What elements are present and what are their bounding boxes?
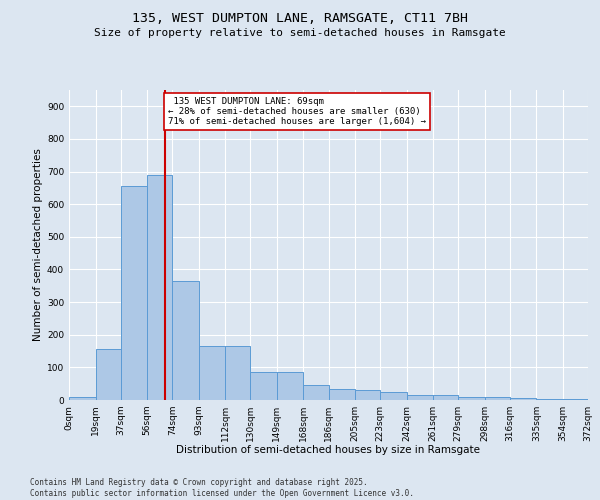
Bar bbox=[250, 372, 277, 400]
Bar bbox=[433, 395, 458, 400]
Y-axis label: Number of semi-detached properties: Number of semi-detached properties bbox=[33, 148, 43, 342]
Text: Size of property relative to semi-detached houses in Ramsgate: Size of property relative to semi-detach… bbox=[94, 28, 506, 38]
Bar bbox=[407, 395, 433, 400]
X-axis label: Distribution of semi-detached houses by size in Ramsgate: Distribution of semi-detached houses by … bbox=[176, 446, 481, 456]
Bar bbox=[355, 390, 380, 400]
Bar bbox=[277, 372, 304, 400]
Bar bbox=[147, 175, 172, 400]
Bar bbox=[121, 186, 147, 400]
Bar bbox=[95, 350, 121, 400]
Bar bbox=[458, 396, 485, 400]
Bar bbox=[69, 396, 95, 400]
Bar bbox=[199, 346, 225, 400]
Bar bbox=[304, 386, 329, 400]
Bar bbox=[172, 281, 199, 400]
Bar bbox=[536, 399, 563, 400]
Text: 135, WEST DUMPTON LANE, RAMSGATE, CT11 7BH: 135, WEST DUMPTON LANE, RAMSGATE, CT11 7… bbox=[132, 12, 468, 26]
Bar bbox=[380, 392, 407, 400]
Text: Contains HM Land Registry data © Crown copyright and database right 2025.
Contai: Contains HM Land Registry data © Crown c… bbox=[30, 478, 414, 498]
Bar bbox=[329, 388, 355, 400]
Bar bbox=[485, 396, 510, 400]
Bar bbox=[225, 346, 250, 400]
Bar bbox=[510, 398, 536, 400]
Text: 135 WEST DUMPTON LANE: 69sqm
← 28% of semi-detached houses are smaller (630)
71%: 135 WEST DUMPTON LANE: 69sqm ← 28% of se… bbox=[168, 96, 426, 126]
